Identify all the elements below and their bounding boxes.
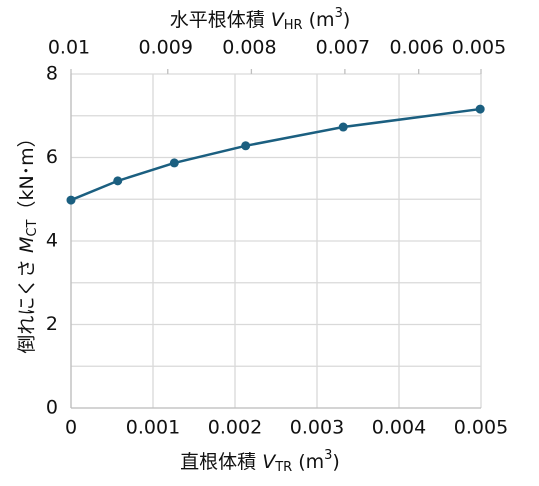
title-unit: （kN･m） bbox=[16, 128, 38, 219]
title-text: 水平根体積 bbox=[170, 9, 271, 31]
title-var: V bbox=[271, 9, 286, 31]
title-text: 倒れにくさ bbox=[16, 253, 38, 354]
y-tick-label: 0 bbox=[46, 397, 58, 419]
x-tick-label: 0.005 bbox=[454, 417, 508, 439]
x-tick-label: 0.001 bbox=[126, 417, 180, 439]
y-tick-label: 6 bbox=[46, 146, 58, 168]
x2-tick-label: 0.01 bbox=[48, 37, 90, 59]
x2-tick-label: 0.008 bbox=[222, 37, 276, 59]
x2-tick-label: 0.005 bbox=[452, 37, 506, 59]
series-line bbox=[70, 107, 481, 202]
data-point bbox=[66, 195, 76, 205]
x2-tick-label: 0.009 bbox=[139, 37, 193, 59]
data-point bbox=[169, 158, 179, 168]
title-sub: TR bbox=[274, 460, 292, 475]
y-tick-label: 8 bbox=[46, 63, 58, 85]
title-unit: ) bbox=[343, 9, 350, 31]
x-tick-label: 0.002 bbox=[208, 417, 262, 439]
title-text: 直根体積 bbox=[180, 451, 262, 473]
title-var: V bbox=[262, 451, 277, 473]
x2-tick-label: 0.007 bbox=[316, 37, 370, 59]
x-tick-label: 0.003 bbox=[290, 417, 344, 439]
data-point bbox=[113, 176, 123, 186]
title-sub: HR bbox=[284, 18, 303, 33]
x-tick-label: 0.004 bbox=[372, 417, 426, 439]
y-tick-label: 2 bbox=[46, 313, 58, 335]
title-unit: (m bbox=[303, 9, 335, 31]
title-sup: 3 bbox=[335, 6, 343, 21]
data-point bbox=[241, 141, 251, 151]
x2-tick-label: 0.006 bbox=[389, 37, 443, 59]
title-unit: (m bbox=[292, 451, 324, 473]
x-axis-title: 直根体積 VTR (m3) bbox=[180, 448, 340, 475]
y-axis-title: 倒れにくさ MCT（kN･m） bbox=[16, 128, 40, 353]
title-unit: ) bbox=[332, 451, 339, 473]
title-sup: 3 bbox=[324, 448, 332, 463]
x2-axis-title: 水平根体積 VHR (m3) bbox=[170, 6, 351, 33]
title-sub: CT bbox=[25, 220, 40, 237]
title-var: M bbox=[16, 237, 38, 253]
data-point bbox=[475, 104, 485, 114]
data-point bbox=[338, 122, 348, 132]
y-tick-label: 4 bbox=[46, 230, 58, 252]
x-tick-label: 0 bbox=[65, 417, 77, 439]
